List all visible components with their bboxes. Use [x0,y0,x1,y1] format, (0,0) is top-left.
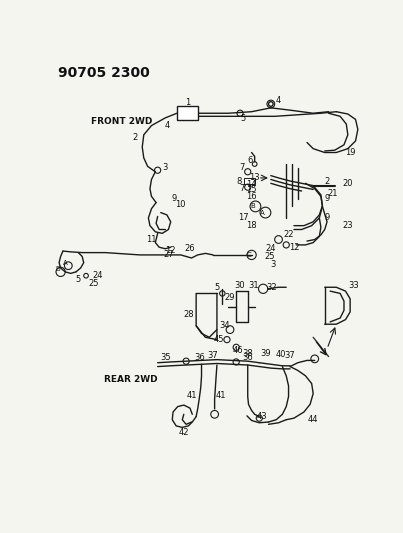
Text: C: C [246,252,251,258]
Text: 2: 2 [132,133,137,142]
Text: 9: 9 [324,213,330,222]
Text: 24: 24 [266,244,276,253]
Text: 10: 10 [175,199,186,208]
Text: 26: 26 [185,244,195,253]
Text: 19: 19 [345,148,355,157]
Text: 44: 44 [308,415,318,424]
Text: 15: 15 [246,185,257,194]
Text: 30: 30 [235,281,245,290]
Text: 5: 5 [76,275,81,284]
Text: 90705 2300: 90705 2300 [58,66,149,80]
Text: REAR 2WD: REAR 2WD [104,375,157,384]
Text: B: B [55,266,60,272]
Text: 41: 41 [187,391,197,400]
Text: 11: 11 [146,235,157,244]
Text: 4: 4 [276,96,281,106]
Text: A: A [260,209,265,215]
Text: 36: 36 [194,353,205,362]
Text: 1: 1 [185,98,190,107]
Text: 31: 31 [248,281,258,290]
Text: 41: 41 [216,391,226,400]
Text: 6: 6 [247,156,253,165]
Text: 7: 7 [240,164,245,172]
Bar [244,178,255,184]
Text: 9: 9 [172,194,177,203]
Text: 37: 37 [208,351,218,360]
Text: 5: 5 [214,283,220,292]
Text: 38: 38 [242,349,253,358]
Text: FRONT 2WD: FRONT 2WD [91,117,153,126]
Text: 20: 20 [343,179,353,188]
Text: 46: 46 [233,346,243,355]
Text: 40: 40 [276,350,286,359]
Text: 22: 22 [283,230,294,239]
Text: 45: 45 [214,335,224,344]
Text: 13: 13 [249,173,260,182]
Text: 21: 21 [327,189,338,198]
Text: 33: 33 [349,281,359,290]
Text: 3: 3 [163,164,168,172]
Text: 32: 32 [266,283,277,292]
Text: 12: 12 [289,243,299,252]
Bar [177,106,198,120]
Text: 25: 25 [89,279,99,288]
Text: A: A [63,260,68,265]
Text: B: B [250,204,255,209]
Text: 39: 39 [260,349,271,358]
Text: 25: 25 [264,252,274,261]
Text: 34: 34 [219,321,230,330]
Text: 27: 27 [163,251,174,260]
Text: 5: 5 [241,114,246,123]
Text: 9: 9 [324,194,330,203]
Text: 4: 4 [164,121,170,130]
Text: 8: 8 [237,176,242,185]
Text: 16: 16 [246,192,257,201]
Text: 43: 43 [257,412,268,421]
Text: 28: 28 [183,310,194,319]
Text: 42: 42 [179,427,189,437]
Text: 2: 2 [324,176,330,185]
Text: 17: 17 [239,213,249,222]
Text: 12: 12 [166,246,176,255]
Text: 36: 36 [242,353,253,362]
Text: 24: 24 [92,271,103,280]
Text: 3: 3 [270,260,276,269]
Text: 35: 35 [160,353,170,362]
Text: 23: 23 [343,221,353,230]
Text: 18: 18 [246,221,257,230]
Text: 7: 7 [240,184,245,193]
Text: 29: 29 [225,293,235,302]
Text: 37: 37 [285,351,295,360]
Text: 14: 14 [246,180,257,189]
